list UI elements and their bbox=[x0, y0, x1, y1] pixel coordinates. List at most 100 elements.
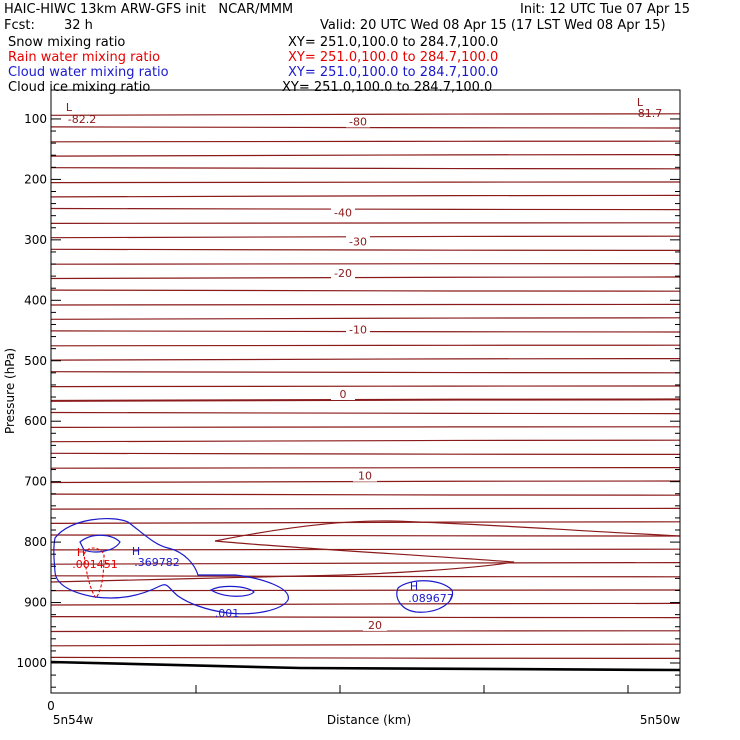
low-marker: L bbox=[637, 96, 644, 109]
forecast-label: Fcst: bbox=[4, 18, 35, 33]
isotherm bbox=[50, 289, 681, 292]
isotherm bbox=[50, 113, 681, 116]
rain-water-region bbox=[83, 547, 105, 599]
legend-rain-name: Rain water mixing ratio bbox=[8, 50, 161, 65]
temperature-contour-label: -80 bbox=[349, 115, 367, 128]
temperature-contour-label: 10 bbox=[358, 470, 372, 483]
cloud-high-marker: H bbox=[410, 580, 418, 593]
contour-label-bg bbox=[346, 323, 370, 336]
isotherm bbox=[50, 540, 515, 583]
isotherm bbox=[50, 194, 681, 198]
isotherm bbox=[50, 411, 681, 415]
y-tick-label: 900 bbox=[24, 596, 47, 610]
contour-label-bg bbox=[363, 618, 387, 631]
isotherm bbox=[50, 467, 681, 469]
isotherm bbox=[50, 358, 681, 361]
cloud-water-mid-blob bbox=[209, 585, 255, 597]
forecast-hours: 32 h bbox=[64, 18, 93, 33]
terrain-line bbox=[50, 660, 681, 672]
contour-label-bg bbox=[331, 206, 355, 219]
isotherm bbox=[50, 222, 681, 224]
low-value-right: -81.7 bbox=[634, 107, 662, 120]
legend-rain-xy: XY= 251.0,100.0 to 284.7,100.0 bbox=[288, 50, 499, 65]
y-tick-label: 300 bbox=[24, 233, 47, 247]
contour-label-bg bbox=[331, 387, 355, 400]
legend-cloudice-name: Cloud ice mixing ratio bbox=[8, 80, 151, 95]
isotherm bbox=[50, 507, 681, 510]
cloud-water-region-east bbox=[396, 580, 454, 613]
temperature-contours bbox=[50, 113, 681, 672]
y-tick-label: 800 bbox=[24, 535, 47, 549]
isotherm bbox=[50, 439, 681, 443]
rain-water-contours bbox=[83, 547, 105, 599]
x-right-location: 5n50w bbox=[640, 713, 681, 727]
rain-high-value: .001451 bbox=[72, 558, 118, 571]
isotherm bbox=[50, 344, 681, 347]
x-axis-label: Distance (km) bbox=[327, 713, 411, 727]
temperature-contour-label: -40 bbox=[334, 207, 352, 220]
cloud-water-contours bbox=[53, 517, 454, 615]
contour-label-bg bbox=[353, 469, 377, 482]
isotherm bbox=[50, 140, 681, 143]
contour-annotations: -80-40-30-20-1001020L-82.2L-81.7H.001451… bbox=[66, 96, 662, 632]
isotherm bbox=[50, 317, 681, 320]
isotherm bbox=[50, 263, 681, 265]
isotherm bbox=[50, 548, 681, 551]
isotherm bbox=[50, 126, 681, 129]
cloud-high-value-west: .369782 bbox=[134, 556, 180, 569]
isotherm bbox=[50, 616, 681, 619]
isotherm bbox=[50, 426, 681, 428]
y-tick-label: 600 bbox=[24, 414, 47, 428]
contour-label-bg bbox=[346, 115, 370, 128]
contour-label-bg bbox=[331, 267, 355, 280]
y-tick-label: 100 bbox=[24, 112, 47, 126]
valid-time: Valid: 20 UTC Wed 08 Apr 15 (17 LST Wed … bbox=[320, 18, 666, 33]
isotherm bbox=[50, 602, 681, 606]
isotherm bbox=[50, 154, 681, 157]
y-tick-label: 1000 bbox=[16, 656, 47, 670]
y-axis-label: Pressure (hPa) bbox=[3, 348, 17, 434]
temperature-contour-label: -30 bbox=[349, 236, 367, 249]
legend-snow-name: Snow mixing ratio bbox=[8, 35, 126, 50]
y-axis: 1002003004005006007008009001000Pressure … bbox=[3, 112, 680, 688]
isotherm bbox=[50, 303, 681, 306]
low-marker: L bbox=[66, 101, 73, 114]
plot-title: HAIC-HIWC 13km ARW-GFS init NCAR/MMM bbox=[4, 2, 294, 17]
cloud-high-value-east: .089677 bbox=[408, 592, 454, 605]
legend-cloudwater-name: Cloud water mixing ratio bbox=[8, 65, 169, 80]
x-left-location: 5n54w bbox=[53, 713, 94, 727]
isotherm bbox=[50, 643, 681, 647]
cloud-high-marker: H bbox=[132, 545, 140, 558]
isotherm bbox=[214, 520, 681, 542]
legend-cloudice-xy: XY= 251.0,100.0 to 284.7,100.0 bbox=[282, 80, 493, 95]
plot-border bbox=[50, 89, 681, 694]
y-tick-label: 200 bbox=[24, 172, 47, 186]
isotherm bbox=[50, 656, 681, 659]
isotherm bbox=[50, 248, 681, 251]
cloud-water-contour-label: .001 bbox=[215, 607, 240, 620]
contour-label-bg bbox=[346, 235, 370, 248]
isotherm bbox=[50, 534, 681, 537]
isotherm bbox=[50, 167, 681, 170]
isotherm bbox=[50, 562, 681, 565]
temperature-contour-label: -20 bbox=[334, 267, 352, 280]
cloud-water-region-west bbox=[53, 517, 289, 615]
isotherm bbox=[50, 181, 681, 184]
y-tick-label: 500 bbox=[24, 354, 47, 368]
y-tick-label: 400 bbox=[24, 293, 47, 307]
plot-frame bbox=[50, 89, 681, 694]
isotherm bbox=[50, 398, 681, 402]
isotherm bbox=[50, 385, 681, 388]
cloud-water-inner-west bbox=[79, 534, 121, 553]
isotherm bbox=[50, 452, 681, 455]
isotherm bbox=[50, 589, 681, 592]
temperature-contour-label: 0 bbox=[340, 388, 347, 401]
temperature-contour-label: 20 bbox=[368, 619, 382, 632]
x-tick-label: 0 bbox=[47, 699, 55, 713]
low-value-left: -82.2 bbox=[68, 113, 96, 126]
init-time: Init: 12 UTC Tue 07 Apr 15 bbox=[520, 2, 691, 17]
isotherm bbox=[50, 207, 681, 211]
legend-cloudwater-xy: XY= 251.0,100.0 to 284.7,100.0 bbox=[288, 65, 499, 80]
